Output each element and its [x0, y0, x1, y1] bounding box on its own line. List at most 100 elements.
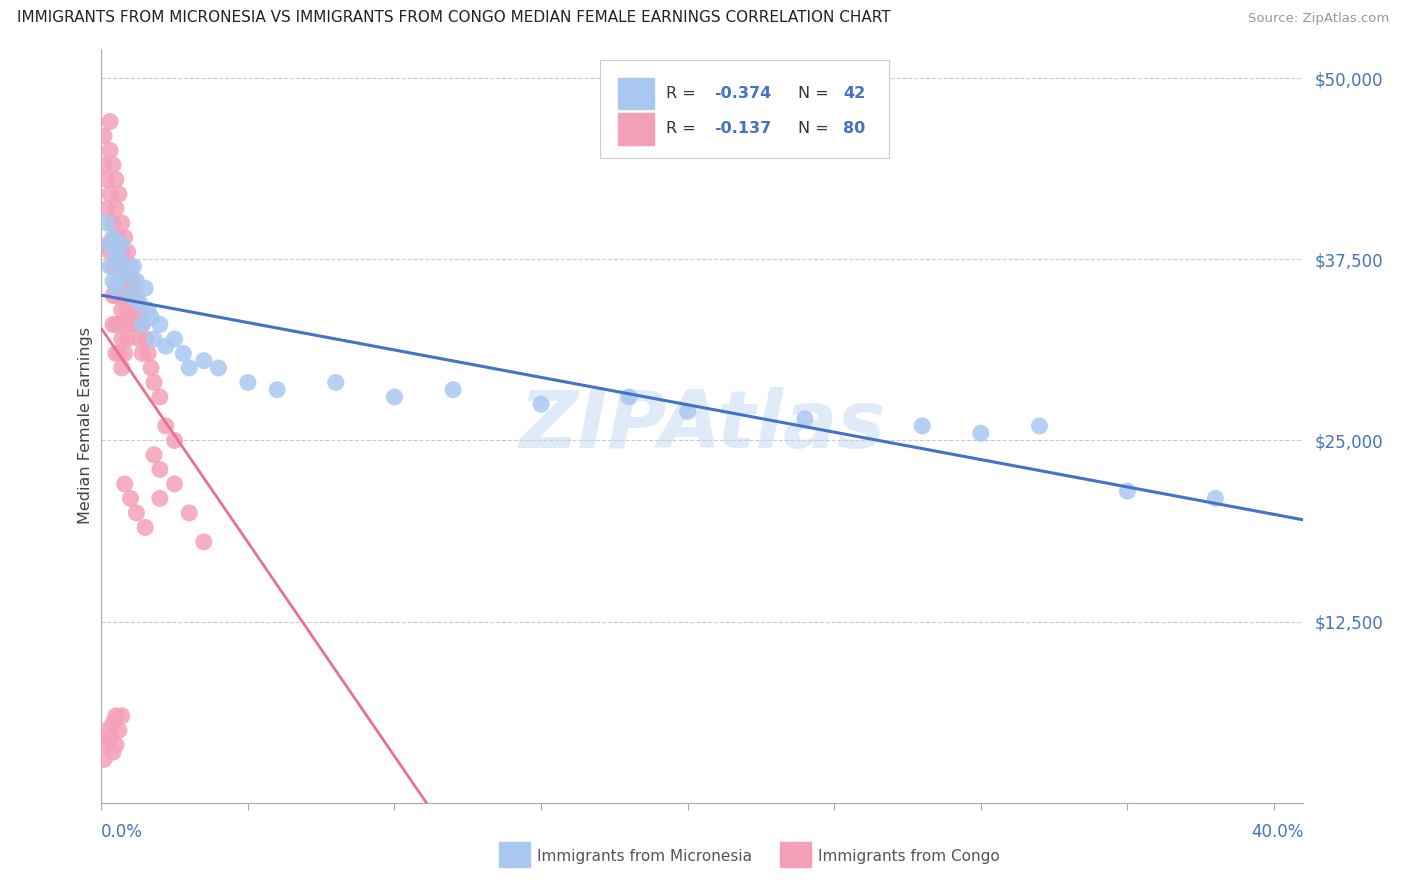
Point — [104, 230, 127, 244]
Point — [96, 237, 118, 252]
Point — [125, 506, 148, 520]
Point — [117, 332, 139, 346]
Point — [128, 295, 150, 310]
Point — [108, 288, 131, 302]
Point — [131, 346, 153, 360]
Point — [193, 535, 215, 549]
Point — [125, 318, 148, 332]
Point — [101, 216, 124, 230]
Point — [108, 187, 131, 202]
Text: 80: 80 — [844, 121, 865, 136]
Text: -0.137: -0.137 — [714, 121, 772, 136]
Point — [149, 390, 172, 404]
Point — [111, 274, 134, 288]
Point — [108, 318, 131, 332]
Point — [101, 745, 124, 759]
Point — [98, 144, 121, 158]
Point — [108, 260, 131, 274]
Bar — [619, 113, 654, 145]
Point — [96, 738, 118, 752]
Point — [117, 244, 139, 259]
Point — [98, 244, 121, 259]
Point — [1028, 419, 1050, 434]
Point — [236, 376, 259, 390]
Point — [111, 237, 134, 252]
Point — [384, 390, 406, 404]
Point — [163, 476, 186, 491]
Point — [111, 303, 134, 318]
Point — [108, 230, 131, 244]
Point — [93, 158, 115, 172]
Point — [96, 202, 118, 216]
Point — [125, 274, 148, 288]
Text: Source: ZipAtlas.com: Source: ZipAtlas.com — [1249, 12, 1389, 25]
Point — [676, 404, 699, 418]
Point — [179, 506, 201, 520]
Y-axis label: Median Female Earnings: Median Female Earnings — [77, 327, 93, 524]
Point — [114, 288, 136, 302]
Point — [101, 158, 124, 172]
Point — [128, 303, 150, 318]
Point — [131, 318, 153, 332]
Point — [111, 244, 134, 259]
Point — [131, 318, 153, 332]
Point — [530, 397, 553, 411]
Point — [114, 346, 136, 360]
Point — [139, 361, 162, 376]
Point — [1204, 491, 1226, 506]
Point — [163, 434, 186, 448]
Point — [111, 332, 134, 346]
Point — [98, 731, 121, 745]
Point — [111, 216, 134, 230]
Point — [125, 288, 148, 302]
Point — [114, 476, 136, 491]
Text: -0.374: -0.374 — [714, 86, 772, 101]
Point — [101, 288, 124, 302]
Point — [143, 448, 166, 462]
Point — [441, 383, 464, 397]
Point — [172, 346, 194, 360]
Text: N =: N = — [799, 121, 834, 136]
Text: N =: N = — [799, 86, 834, 101]
Point — [104, 318, 127, 332]
Point — [96, 172, 118, 186]
Point — [149, 462, 172, 476]
Point — [117, 303, 139, 318]
Point — [120, 318, 142, 332]
Point — [128, 332, 150, 346]
Point — [96, 723, 118, 738]
Point — [104, 738, 127, 752]
Point — [104, 346, 127, 360]
Point — [108, 252, 131, 267]
Point — [104, 172, 127, 186]
Point — [134, 332, 156, 346]
Text: R =: R = — [666, 86, 702, 101]
Point — [143, 332, 166, 346]
Point — [96, 216, 118, 230]
Text: ZIPAtlas: ZIPAtlas — [519, 387, 886, 465]
Point — [101, 230, 124, 244]
Point — [911, 419, 934, 434]
Point — [155, 419, 177, 434]
Text: 0.0%: 0.0% — [101, 822, 143, 840]
Point — [122, 260, 145, 274]
Text: R =: R = — [666, 121, 702, 136]
Point — [104, 708, 127, 723]
Point — [98, 114, 121, 128]
Point — [163, 332, 186, 346]
Point — [114, 260, 136, 274]
Point — [325, 376, 347, 390]
Point — [108, 723, 131, 738]
Point — [970, 426, 993, 441]
Point — [134, 520, 156, 534]
Point — [93, 752, 115, 766]
Point — [104, 288, 127, 302]
Point — [117, 267, 139, 281]
Text: 40.0%: 40.0% — [1251, 822, 1303, 840]
Text: Immigrants from Congo: Immigrants from Congo — [818, 849, 1000, 863]
Point — [193, 353, 215, 368]
Point — [114, 260, 136, 274]
Point — [114, 318, 136, 332]
Text: 42: 42 — [844, 86, 865, 101]
Point — [1116, 484, 1139, 499]
